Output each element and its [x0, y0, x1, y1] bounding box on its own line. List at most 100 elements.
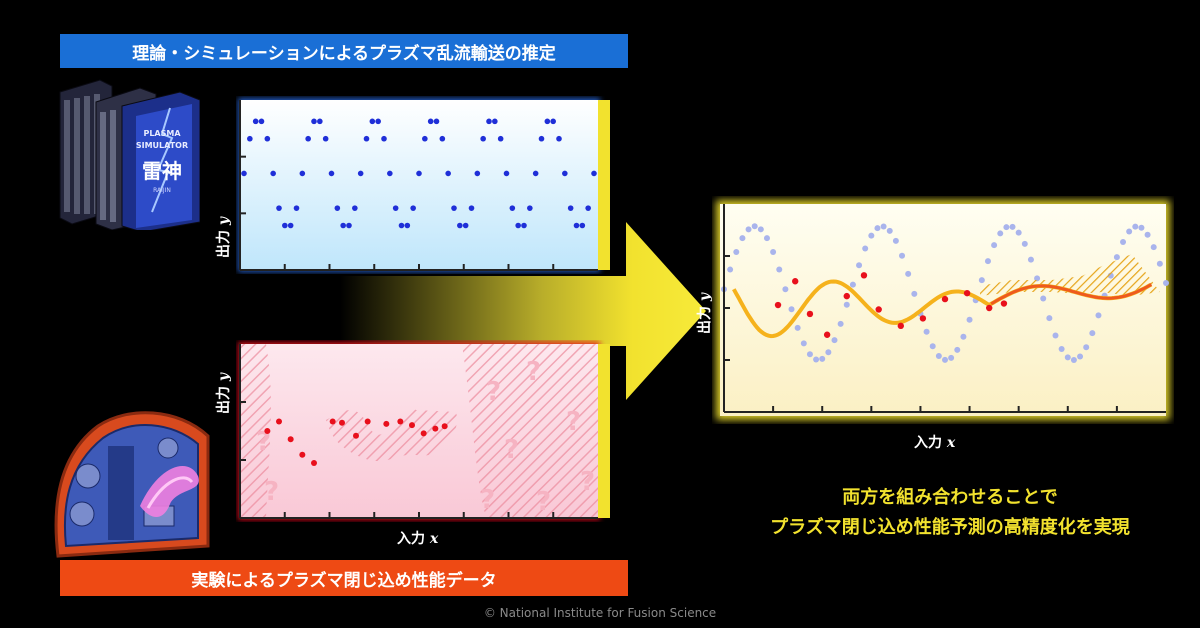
experiment-point	[364, 418, 371, 425]
simulation-point	[340, 222, 346, 229]
simulation-point	[375, 118, 381, 125]
combined-point	[774, 301, 782, 309]
simulation-point	[346, 222, 352, 229]
simulation-point	[252, 118, 259, 125]
simulation-point	[445, 170, 451, 177]
simulation-point	[480, 135, 486, 142]
simulation-point	[427, 118, 434, 125]
simulation-point-faded	[745, 226, 752, 233]
combined-point	[1000, 300, 1008, 307]
simulation-point-faded	[911, 290, 918, 297]
simulation-point	[264, 135, 271, 142]
experiment-point	[329, 418, 336, 425]
combined-point	[919, 315, 927, 322]
simulator-sub: RAIJIN	[153, 187, 171, 194]
simulation-point	[352, 205, 358, 211]
simulation-point	[492, 118, 498, 125]
simulation-point-faded	[1009, 223, 1016, 230]
simulation-point-faded	[1046, 315, 1053, 322]
unknown-mark: ?	[504, 435, 519, 465]
experiment-banner-text: 実験によるプラズマ閉じ込め性能データ	[191, 570, 497, 591]
supercomputer-icon: PLASMA SIMULATOR 雷神 RAIJIN	[59, 79, 200, 230]
experiment-point	[339, 419, 345, 426]
simulation-point-faded	[1089, 330, 1096, 337]
simulation-point	[258, 118, 265, 125]
simulation-point-faded	[991, 242, 998, 249]
experiment-point	[353, 432, 359, 439]
simulation-point-faded	[935, 352, 942, 359]
simulation-point	[521, 222, 527, 229]
unknown-mark: ?	[566, 407, 581, 437]
simulation-point-faded	[862, 245, 869, 252]
simulation-point-faded	[843, 301, 850, 308]
simulation-point	[579, 222, 586, 229]
combined-point	[897, 322, 904, 330]
combined-point	[806, 310, 814, 318]
simulation-point	[293, 205, 300, 211]
combined-point	[941, 295, 949, 303]
simulation-point	[299, 170, 306, 177]
combined-point	[986, 304, 993, 312]
simulation-point-faded	[1003, 224, 1010, 231]
combined-point	[792, 278, 799, 285]
experiment-point	[276, 418, 282, 425]
simulation-point-faded	[984, 258, 991, 265]
simulation-point	[509, 205, 516, 211]
combined-point	[875, 306, 882, 313]
experiment-point	[409, 422, 415, 429]
simulation-point-faded	[751, 223, 758, 230]
simulation-point	[591, 170, 597, 177]
simulation-point	[550, 118, 556, 125]
simulation-plot	[238, 98, 610, 272]
experiment-point	[420, 430, 427, 437]
experiment-xlabel: 入力 x	[397, 531, 439, 547]
simulation-point-faded	[825, 349, 832, 356]
simulation-point-faded	[1027, 256, 1034, 263]
simulation-point-faded	[1077, 353, 1084, 360]
simulation-point	[322, 135, 329, 142]
simulation-point-faded	[1015, 229, 1022, 236]
experiment-point	[383, 420, 390, 427]
simulation-point	[585, 205, 591, 211]
simulation-point-faded	[966, 316, 973, 323]
simulator-kanji: 雷神	[142, 159, 182, 183]
combined-ylabel: 出力 y	[697, 292, 713, 334]
simulation-point	[410, 205, 416, 211]
simulation-point-faded	[948, 354, 955, 361]
simulator-label-1: PLASMA	[143, 129, 181, 138]
simulation-point	[369, 118, 376, 125]
unknown-mark: ?	[264, 477, 279, 507]
experiment-plot: ?????????	[238, 342, 610, 520]
unknown-mark: ?	[526, 357, 541, 387]
simulation-point-faded	[960, 333, 967, 340]
simulation-point	[462, 222, 469, 229]
simulation-point	[573, 222, 580, 229]
simulation-point	[270, 170, 276, 177]
simulation-point-faded	[978, 277, 985, 284]
simulation-point	[474, 170, 481, 177]
simulation-point-faded	[929, 343, 936, 350]
simulation-point-faded	[1058, 345, 1065, 352]
simulation-point-faded	[856, 262, 863, 269]
simulation-point-faded	[942, 356, 948, 363]
simulation-point	[328, 170, 335, 177]
simulation-point-faded	[1021, 240, 1028, 247]
simulation-point-faded	[782, 286, 789, 293]
simulation-point-faded	[819, 355, 826, 362]
unknown-mark: ?	[486, 377, 501, 407]
simulation-point	[392, 205, 399, 211]
simulation-point-faded	[899, 252, 906, 259]
simulation-point	[503, 170, 510, 177]
simulation-point	[387, 170, 393, 177]
simulation-point-faded	[1163, 279, 1169, 286]
simulation-ylabel: 出力 y	[216, 216, 232, 258]
unknown-mark: ?	[580, 467, 595, 497]
simulation-point-faded	[1095, 312, 1102, 319]
simulation-point	[527, 205, 533, 211]
simulation-point-faded	[886, 227, 893, 234]
simulation-point-faded	[880, 223, 887, 230]
simulation-point-faded	[997, 230, 1004, 237]
simulation-point-faded	[1113, 254, 1120, 261]
simulation-point	[363, 135, 370, 142]
simulation-point	[287, 222, 294, 229]
